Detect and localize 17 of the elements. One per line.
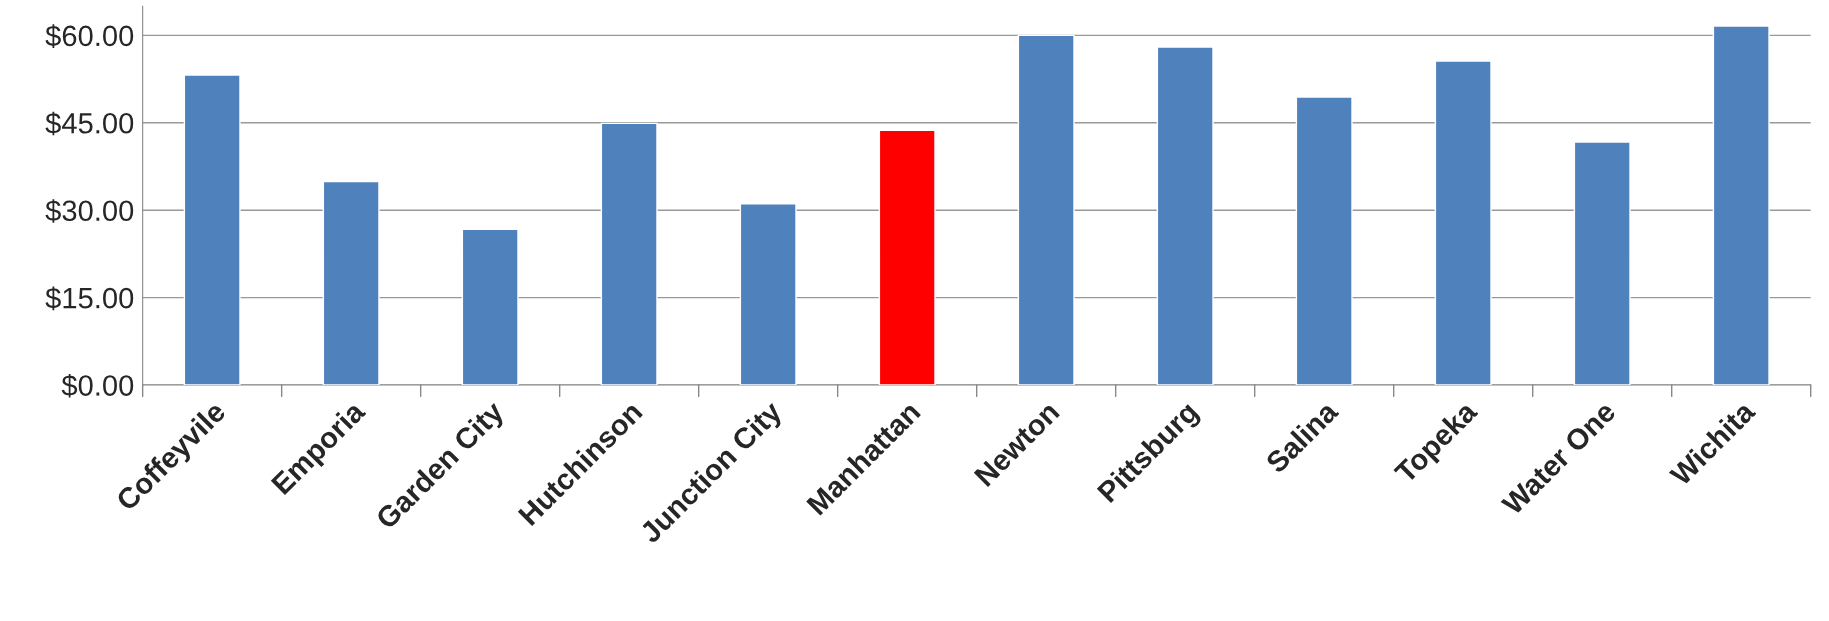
y-tick-label: $0.00 (61, 374, 134, 398)
bar (1156, 46, 1214, 386)
bar (1017, 34, 1075, 386)
y-tick-label: $15.00 (45, 286, 134, 311)
bar (183, 74, 241, 386)
bar (878, 129, 936, 386)
bar (1712, 25, 1770, 386)
bar (739, 203, 797, 386)
y-tick-label: $30.00 (45, 199, 134, 223)
bar (461, 228, 519, 386)
bar (1573, 141, 1631, 386)
bar (322, 180, 380, 386)
bar (1295, 96, 1353, 386)
bar (1434, 60, 1492, 386)
y-tick-label: $60.00 (45, 24, 134, 48)
y-tick-label: $45.00 (45, 111, 134, 136)
bar (600, 122, 658, 386)
